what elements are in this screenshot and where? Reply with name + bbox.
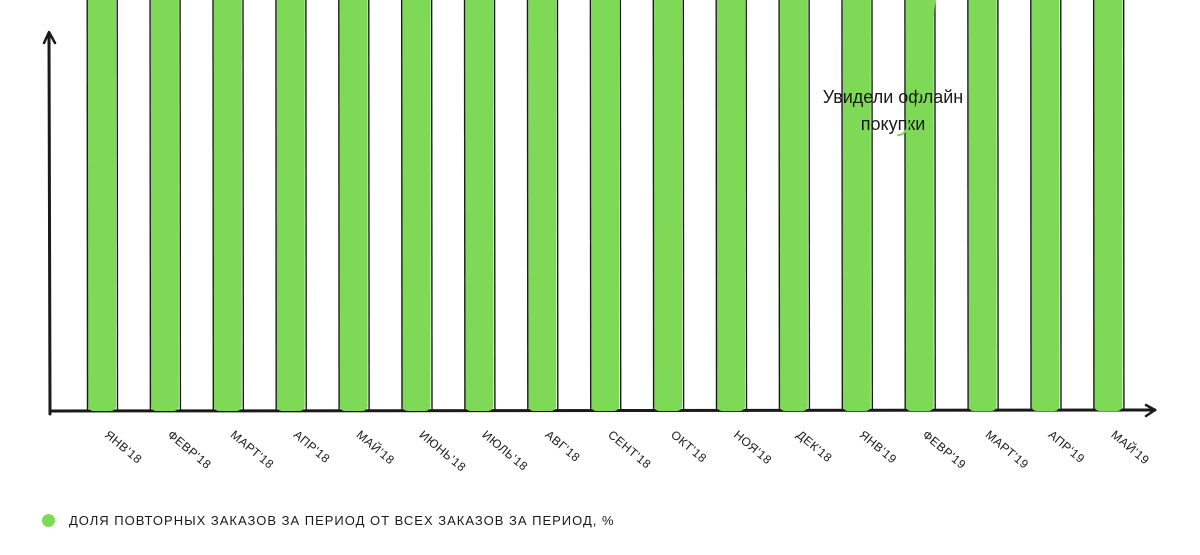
legend: ДОЛЯ ПОВТОРНЫХ ЗАКАЗОВ ЗА ПЕРИОД ОТ ВСЕХ… — [42, 513, 615, 528]
bar — [400, 0, 433, 412]
bar — [778, 0, 811, 412]
x-tick-label: ФЕВР'19 — [920, 428, 969, 472]
bar — [967, 0, 999, 412]
annotation-group: Увидели офлайн покупки — [823, 0, 963, 137]
bar — [338, 0, 370, 412]
bar-right-stroke — [619, 0, 622, 412]
annotation-text: Увидели офлайн — [823, 87, 963, 107]
bar-right-stroke — [116, 0, 119, 412]
x-tick-label: ЯНВ'18 — [102, 428, 145, 467]
bar — [1030, 0, 1062, 412]
bar — [526, 0, 559, 412]
bar-fill — [276, 0, 305, 411]
bar-chart: 53 %50 %57 %56 %54 %50 %46 %50 %50 %54 %… — [42, 0, 1157, 475]
x-tick-label: АПР'19 — [1046, 428, 1088, 466]
bar-right-stroke — [493, 0, 496, 412]
bar-left-stroke — [400, 0, 403, 412]
bar — [86, 0, 119, 412]
bar-right-stroke — [368, 0, 370, 412]
bar-right-stroke — [305, 0, 307, 412]
bar-right-stroke — [997, 0, 999, 412]
bar — [149, 0, 182, 412]
bar-left-stroke — [1092, 0, 1095, 412]
bar-right-stroke — [745, 0, 748, 412]
bar-right-stroke — [242, 0, 244, 412]
bar-fill — [150, 0, 179, 411]
x-tick-label: СЕНТ'18 — [605, 428, 654, 472]
bar — [904, 0, 936, 412]
bar-right-stroke — [556, 0, 559, 412]
y-axis — [47, 34, 52, 416]
bar-right-stroke — [1122, 0, 1125, 412]
x-tick-label: ИЮНЬ'18 — [417, 428, 469, 475]
bar — [463, 0, 496, 412]
bar-fill — [905, 0, 934, 411]
bar-fill — [528, 0, 557, 411]
bar-fill — [1094, 0, 1123, 411]
bar-left-stroke — [589, 0, 592, 412]
x-tick-label: ОКТ'18 — [668, 428, 709, 466]
bar-fill — [465, 0, 494, 411]
bar-left-stroke — [967, 0, 969, 412]
bar-left-stroke — [904, 0, 906, 412]
x-tick-label: МАЙ'19 — [1108, 427, 1152, 468]
x-tick-label: НОЯ'18 — [731, 428, 775, 468]
bar-right-stroke — [934, 0, 936, 412]
legend-label: ДОЛЯ ПОВТОРНЫХ ЗАКАЗОВ ЗА ПЕРИОД ОТ ВСЕХ… — [69, 513, 615, 528]
x-axis-arrowhead — [1144, 403, 1157, 418]
bar — [212, 0, 244, 412]
bar-right-stroke — [871, 0, 873, 412]
bar-right-stroke — [682, 0, 685, 412]
bar-right-stroke — [1060, 0, 1062, 412]
bar-fill — [717, 0, 745, 411]
bar-fill — [213, 0, 242, 411]
bar-fill — [779, 0, 808, 411]
annotation-text: покупки — [861, 114, 926, 134]
bar-right-stroke — [430, 0, 433, 412]
bar-left-stroke — [86, 0, 89, 412]
bar — [715, 0, 748, 412]
bar — [275, 0, 307, 412]
bar-left-stroke — [149, 0, 152, 412]
x-tick-label: ДЕК'18 — [794, 428, 835, 466]
bar-left-stroke — [275, 0, 277, 412]
x-tick-label: ЯНВ'19 — [857, 428, 900, 467]
bars-group — [86, 0, 1125, 412]
x-tick-label: МАРТ'19 — [983, 428, 1032, 472]
bar-fill — [968, 0, 997, 411]
bar — [841, 0, 873, 412]
bar-fill — [654, 0, 683, 411]
bar-fill — [1031, 0, 1060, 411]
tick-labels-group: ЯНВ'18 ФЕВР'18 МАРТ'18 АПР'18 МАЙ'18 ИЮНЬ'18 И… — [102, 427, 1153, 475]
x-tick-label: АВГ'18 — [542, 428, 583, 465]
bar-left-stroke — [841, 0, 843, 412]
bar — [589, 0, 622, 412]
legend-swatch — [42, 514, 55, 527]
bar-right-stroke — [808, 0, 811, 412]
bar-left-stroke — [463, 0, 466, 412]
bar — [652, 0, 685, 412]
bar-left-stroke — [1030, 0, 1032, 412]
y-axis-arrowhead — [42, 30, 57, 45]
bar-left-stroke — [338, 0, 340, 412]
bar-fill — [402, 0, 431, 411]
bar-left-stroke — [526, 0, 529, 412]
bar-fill — [339, 0, 368, 411]
bar-left-stroke — [212, 0, 214, 412]
x-tick-label: МАРТ'18 — [228, 428, 277, 472]
bar-left-stroke — [652, 0, 655, 412]
bar-left-stroke — [715, 0, 718, 412]
bar-right-stroke — [179, 0, 182, 412]
x-tick-label: ИЮЛЬ'18 — [479, 428, 530, 474]
annotation-arrow — [897, 0, 936, 137]
x-tick-label: АПР'18 — [291, 428, 333, 466]
bar-fill — [88, 0, 116, 411]
x-tick-label: ФЕВР'18 — [165, 428, 214, 472]
bar-fill — [591, 0, 620, 411]
bar-left-stroke — [778, 0, 781, 412]
x-tick-label: МАЙ'18 — [354, 427, 398, 468]
bar — [1092, 0, 1125, 412]
bar-fill — [842, 0, 871, 411]
